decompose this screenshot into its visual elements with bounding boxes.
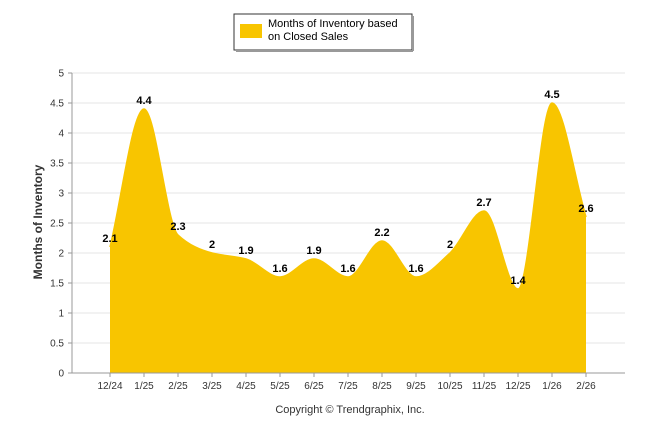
x-tick-label-14: 2/26: [576, 381, 596, 392]
area-series: [109, 102, 587, 373]
y-tick-label-5: 2.5: [50, 219, 64, 230]
x-tick-label-11: 11/25: [472, 381, 497, 392]
y-tick-label-10: 5: [58, 69, 64, 80]
data-label-7: 1.6: [340, 263, 355, 275]
y-tick-label-1: 0.5: [50, 339, 64, 350]
legend-label-line-1: Months of Inventory based: [268, 18, 398, 30]
y-axis-label: Months of Inventory: [31, 164, 45, 279]
data-label-4: 1.9: [238, 245, 253, 257]
legend: Months of Inventory based on Closed Sale…: [233, 13, 414, 52]
data-label-3: 2: [209, 239, 215, 251]
y-tick-labels: 0 0.5 1 1.5 2 2.5 3 3.5 4 4.5 5: [50, 69, 64, 380]
y-tick-label-2: 1: [58, 309, 64, 320]
legend-label-line-2: on Closed Sales: [268, 31, 349, 43]
x-tick-label-6: 6/25: [304, 381, 324, 392]
data-label-10: 2: [447, 239, 453, 251]
x-tick-label-8: 8/25: [372, 381, 392, 392]
data-label-2: 2.3: [170, 221, 185, 233]
legend-box: [233, 13, 413, 51]
area-line: [109, 102, 587, 290]
y-tick-label-8: 4: [58, 129, 64, 140]
x-tick-label-4: 4/25: [236, 381, 256, 392]
y-tick-label-6: 3: [58, 189, 64, 200]
y-tick-label-0: 0: [58, 369, 64, 380]
x-tick-label-0: 12/24: [97, 381, 122, 392]
x-tick-label-1: 1/25: [134, 381, 154, 392]
x-tick-label-13: 1/26: [542, 381, 562, 392]
data-label-14: 2.6: [578, 203, 593, 215]
x-tick-label-9: 9/25: [406, 381, 426, 392]
legend-label: Months of Inventory based on Closed Sale…: [268, 18, 401, 43]
data-label-9: 1.6: [408, 263, 423, 275]
x-tick-label-3: 3/25: [202, 381, 222, 392]
x-tick-labels: 12/24 1/25 2/25 3/25 4/25 5/25 6/25 7/25 8/25 9/2…: [97, 373, 596, 392]
data-label-13: 4.5: [544, 89, 559, 101]
y-tick-label-7: 3.5: [50, 159, 64, 170]
data-label-1: 4.4: [136, 95, 152, 107]
y-tick-label-3: 1.5: [50, 279, 64, 290]
area-fill: [110, 103, 586, 373]
y-tick-label-4: 2: [58, 249, 64, 260]
y-tick-label-9: 4.5: [50, 99, 64, 110]
data-label-0: 2.1: [102, 233, 117, 245]
x-tick-label-10: 10/25: [437, 381, 462, 392]
legend-swatch: [240, 24, 262, 38]
data-labels: 2.1 4.4 2.3 2 1.9 1.6 1.9 1.6 2.2 1.6 2 2.7 1.4 4.5 2.…: [102, 89, 593, 287]
data-label-5: 1.6: [272, 263, 287, 275]
data-label-11: 2.7: [476, 197, 491, 209]
x-tick-label-7: 7/25: [338, 381, 358, 392]
data-label-12: 1.4: [510, 275, 526, 287]
x-tick-label-12: 12/25: [505, 381, 530, 392]
data-label-8: 2.2: [374, 227, 389, 239]
copyright-footer: Copyright © Trendgraphix, Inc.: [275, 404, 424, 416]
data-label-6: 1.9: [306, 245, 321, 257]
x-tick-label-2: 2/25: [168, 381, 188, 392]
x-tick-label-5: 5/25: [270, 381, 290, 392]
